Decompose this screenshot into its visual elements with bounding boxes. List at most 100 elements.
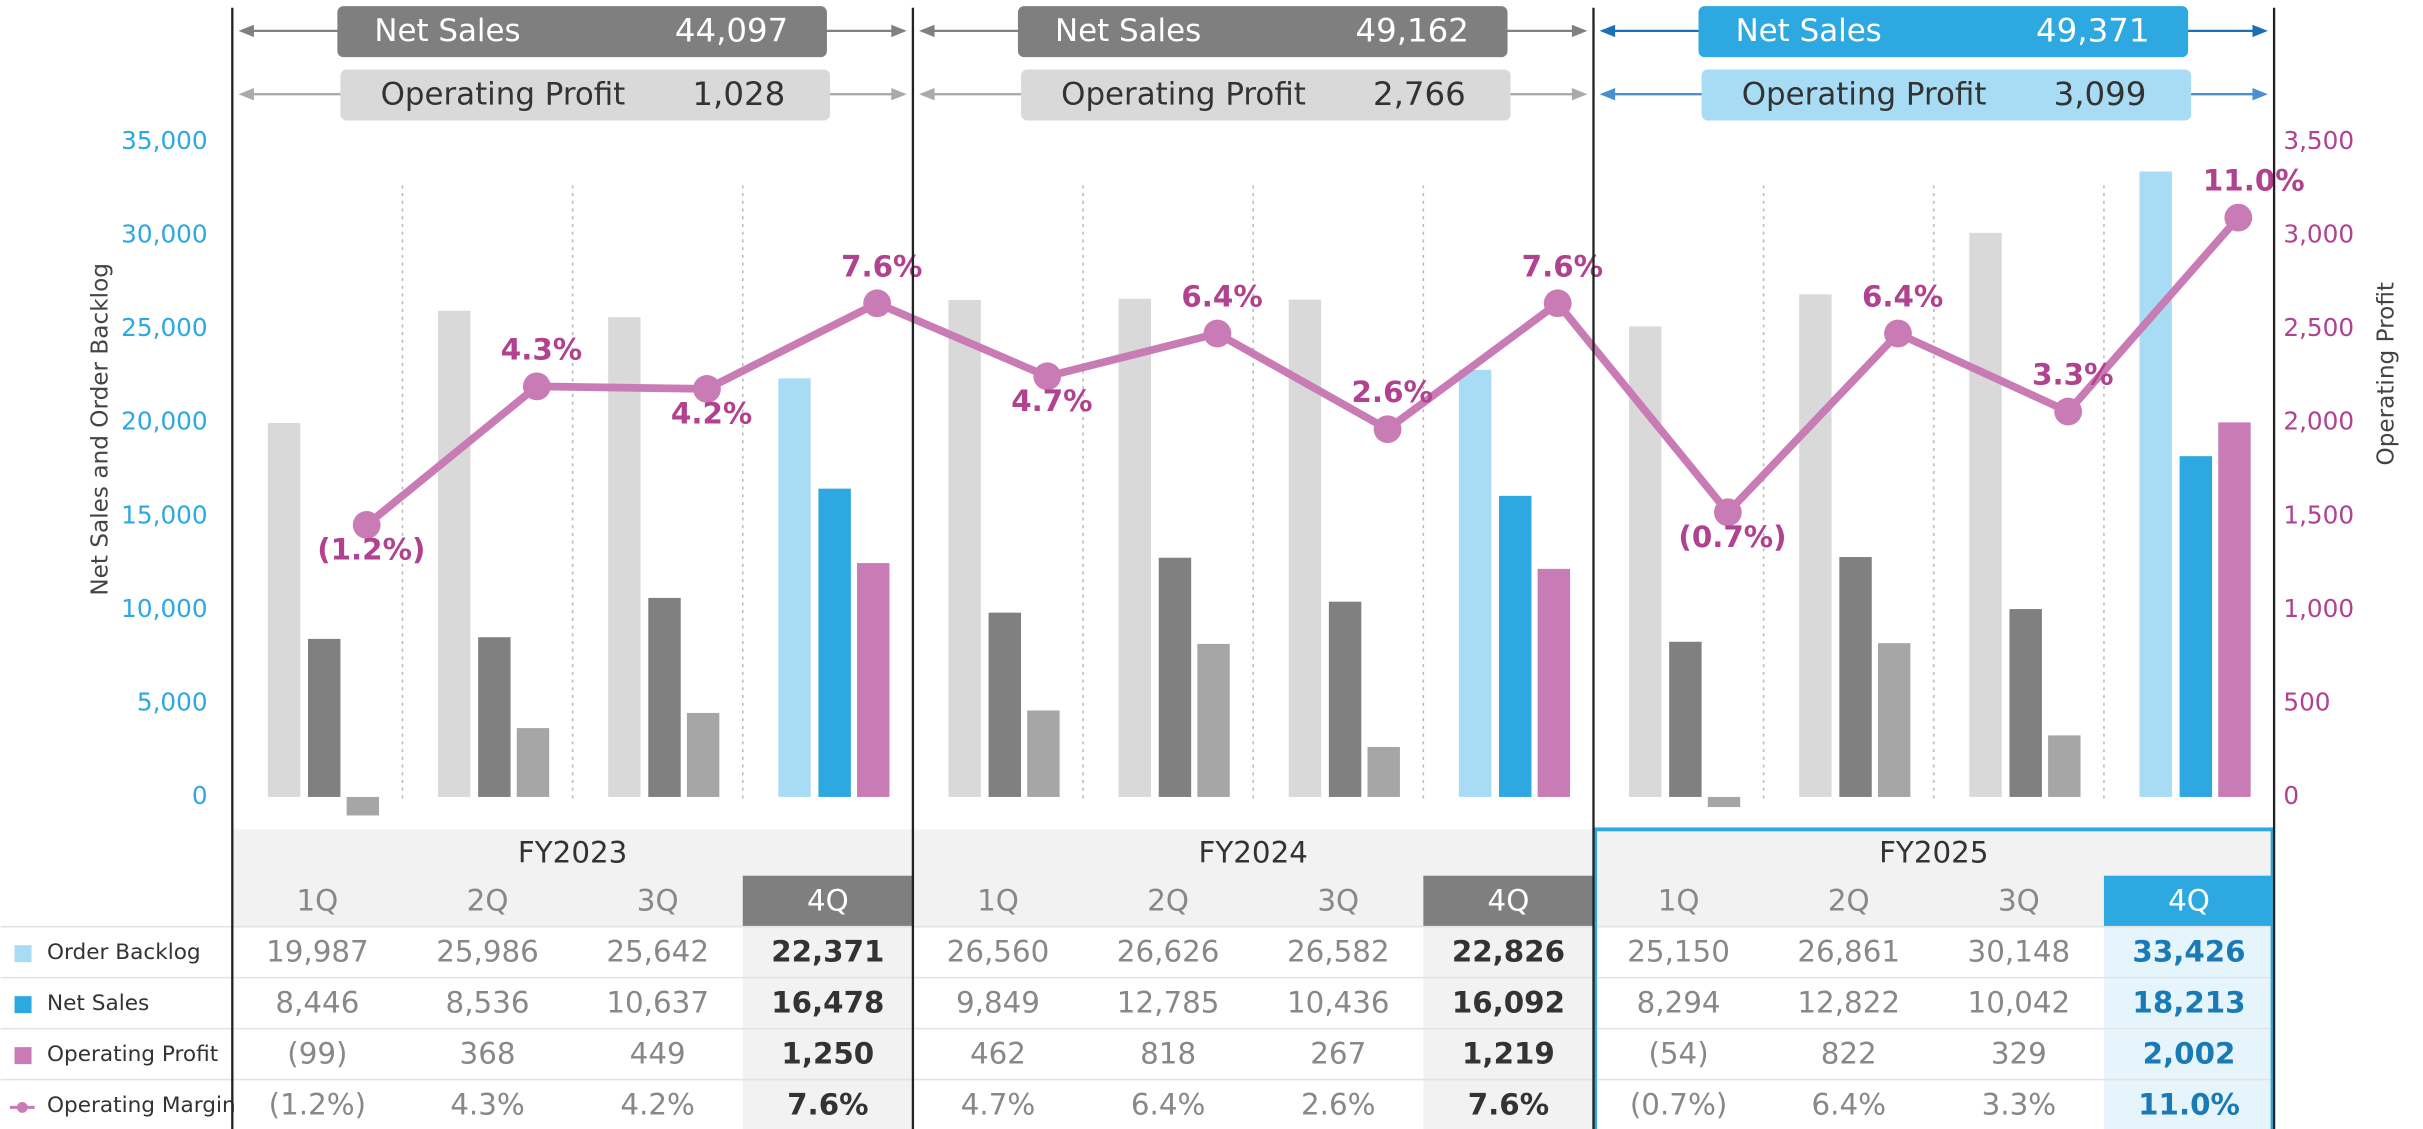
- margin-point: [1203, 319, 1232, 348]
- x-tick-label: 1Q: [297, 883, 339, 917]
- table-value: 8,536: [446, 985, 530, 1019]
- table-value: 26,582: [1287, 934, 1390, 968]
- net-sales-name: Net Sales: [374, 13, 520, 49]
- legend-swatch: [14, 996, 32, 1014]
- y2-tick-label: 2,500: [2283, 313, 2354, 342]
- table-value: (0.7%): [1630, 1087, 1727, 1121]
- legend-dot: [16, 1101, 28, 1113]
- arrow-head: [891, 88, 907, 101]
- x-tick-label: 1Q: [1658, 883, 1700, 917]
- arrow-head: [1571, 88, 1588, 101]
- table-value: 2,002: [2143, 1036, 2236, 1070]
- y2-tick-label: 3,000: [2283, 220, 2354, 249]
- net-sales-total: 49,162: [1355, 11, 1468, 49]
- bar: [1027, 710, 1060, 797]
- fiscal-year-label: FY2025: [1879, 836, 1988, 870]
- y-tick-label: 15,000: [121, 500, 207, 529]
- net-sales-name: Net Sales: [1055, 13, 1201, 49]
- arrow-head: [2252, 88, 2268, 101]
- y2-tick-label: 1,500: [2283, 500, 2354, 529]
- y-tick-label: 5,000: [137, 687, 208, 716]
- table-value: 822: [1821, 1036, 1877, 1070]
- y-tick-label: 25,000: [121, 313, 207, 342]
- bar: [1669, 641, 1702, 797]
- operating-profit-box: [1701, 69, 2192, 121]
- table-value: 4.7%: [961, 1087, 1036, 1121]
- table-value: 25,642: [606, 934, 709, 968]
- margin-point: [2054, 397, 2083, 426]
- bar: [1367, 746, 1400, 797]
- y-tick-label: 10,000: [121, 594, 207, 623]
- operating-profit-box: [340, 69, 831, 121]
- y2-tick-label: 0: [2283, 781, 2299, 810]
- margin-label: 3.3%: [2032, 358, 2113, 392]
- x-tick-label: 4Q: [1488, 883, 1530, 917]
- table-value: 1,250: [781, 1036, 874, 1070]
- bar: [1158, 557, 1192, 797]
- net-sales-total: 44,097: [675, 11, 788, 49]
- y-tick-label: 20,000: [121, 407, 207, 436]
- margin-point: [1543, 289, 1572, 318]
- arrow-head: [891, 24, 907, 38]
- table-value: 22,826: [1452, 934, 1565, 968]
- bar: [1118, 298, 1152, 797]
- operating-profit-name: Operating Profit: [1742, 76, 1987, 112]
- arrow-head: [238, 24, 254, 38]
- x-tick-label: 4Q: [2168, 883, 2210, 917]
- table-value: (99): [287, 1036, 347, 1070]
- table-value: 7.6%: [787, 1087, 868, 1121]
- table-value: 26,560: [947, 934, 1050, 968]
- table-value: 818: [1140, 1036, 1196, 1070]
- arrow-head: [919, 88, 935, 101]
- bar: [2218, 422, 2251, 797]
- table-value: 25,150: [1627, 934, 1730, 968]
- net-sales-box: [1017, 6, 1508, 58]
- bar: [778, 378, 811, 797]
- y-tick-label: 35,000: [121, 126, 207, 155]
- x-tick-label: 4Q: [807, 883, 849, 917]
- margin-point: [2224, 203, 2253, 232]
- margin-point: [352, 511, 381, 539]
- bar: [2009, 609, 2042, 797]
- bar: [437, 310, 471, 797]
- y-axis-label: Net Sales and Order Backlog: [88, 263, 114, 596]
- x-tick-label: 3Q: [637, 883, 679, 917]
- y2-tick-label: 2,000: [2283, 407, 2354, 436]
- net-sales-name: Net Sales: [1736, 13, 1882, 49]
- table-value: 10,042: [1968, 985, 2071, 1019]
- bar: [1839, 557, 1872, 797]
- margin-label: 11.0%: [2203, 164, 2305, 198]
- table-value: 9,849: [956, 985, 1040, 1019]
- x-tick-label: 2Q: [1147, 883, 1189, 917]
- arrow-head: [2252, 24, 2268, 38]
- bar: [1969, 232, 2002, 797]
- table-value: 3.3%: [1982, 1087, 2057, 1121]
- bar: [1499, 495, 1532, 797]
- legend-swatch: [14, 1047, 32, 1065]
- table-value: 19,987: [266, 934, 369, 968]
- table-value: 10,637: [606, 985, 709, 1019]
- y-tick-label: 30,000: [121, 220, 207, 249]
- table-value: (54): [1648, 1036, 1708, 1070]
- table-value: 26,626: [1117, 934, 1220, 968]
- table-value: 6.4%: [1131, 1087, 1206, 1121]
- table-value: 8,294: [1637, 985, 1721, 1019]
- operating-profit-total: 1,028: [692, 75, 785, 113]
- q4-header-bg: [2103, 875, 2275, 927]
- table-value: 26,861: [1797, 934, 1900, 968]
- table-value: 7.6%: [1468, 1087, 1549, 1121]
- net-sales-box: [337, 6, 827, 58]
- table-value: 1,219: [1462, 1036, 1555, 1070]
- legend-label: Operating Margin: [47, 1093, 236, 1118]
- operating-profit-name: Operating Profit: [1061, 76, 1306, 112]
- margin-point: [693, 375, 721, 403]
- table-value: 25,986: [436, 934, 539, 968]
- table-value: 449: [630, 1036, 686, 1070]
- q4-header-bg: [742, 875, 913, 927]
- bar: [2139, 171, 2172, 797]
- bar: [1458, 369, 1492, 797]
- net-sales-box: [1698, 6, 2189, 58]
- bar: [307, 638, 341, 797]
- margin-label: 6.4%: [1862, 279, 1943, 313]
